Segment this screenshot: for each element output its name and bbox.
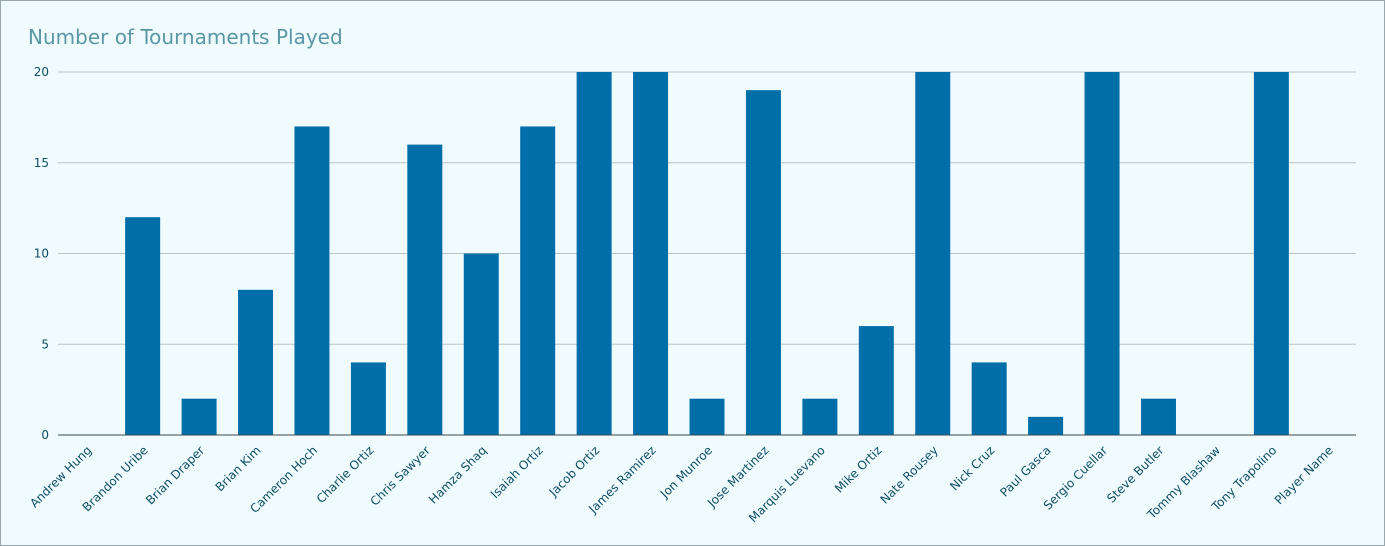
bar	[689, 398, 725, 435]
bar	[915, 72, 951, 435]
bar	[520, 126, 556, 435]
bar	[294, 126, 330, 435]
bar	[576, 72, 612, 435]
bar	[181, 398, 217, 435]
y-tick-label: 20	[34, 65, 49, 79]
y-tick-label: 15	[34, 156, 49, 170]
bar	[350, 362, 386, 435]
x-tick-label: Brian Draper	[143, 443, 207, 507]
x-tick-label: Mike Ortiz	[832, 443, 884, 495]
bar	[745, 90, 781, 436]
y-tick-label: 10	[34, 247, 49, 261]
x-tick-label: Nate Rousey	[877, 443, 940, 506]
y-tick-label: 5	[41, 337, 49, 351]
bar	[1028, 416, 1064, 435]
bar	[463, 253, 499, 435]
bar	[633, 72, 669, 435]
x-tick-label: Hamza Shaq	[426, 443, 489, 506]
bar	[1140, 398, 1176, 435]
x-tick-label: Steve Butler	[1104, 443, 1166, 505]
bar	[125, 217, 161, 435]
x-tick-label: Paul Gasca	[997, 443, 1053, 499]
bar	[971, 362, 1007, 435]
x-tick-label: Nick Cruz	[947, 443, 997, 493]
x-tick-label: Brian Kim	[213, 443, 264, 494]
x-tick-label: Charlie Ortiz	[314, 443, 377, 506]
bar	[858, 326, 894, 435]
chart-title: Number of Tournaments Played	[28, 25, 343, 49]
y-tick-label: 0	[41, 428, 49, 442]
bar	[407, 144, 443, 435]
x-tick-label: Chris Sawyer	[368, 443, 433, 508]
x-tick-label: Isaiah Ortiz	[488, 443, 546, 501]
bar	[238, 289, 274, 435]
bar	[1253, 72, 1289, 435]
x-tick-label: Player Name	[1272, 443, 1336, 507]
bar	[1084, 72, 1120, 435]
bar	[802, 398, 838, 435]
x-tick-label: Jon Munroe	[657, 443, 715, 501]
x-tick-label: Jacob Ortiz	[546, 443, 603, 500]
